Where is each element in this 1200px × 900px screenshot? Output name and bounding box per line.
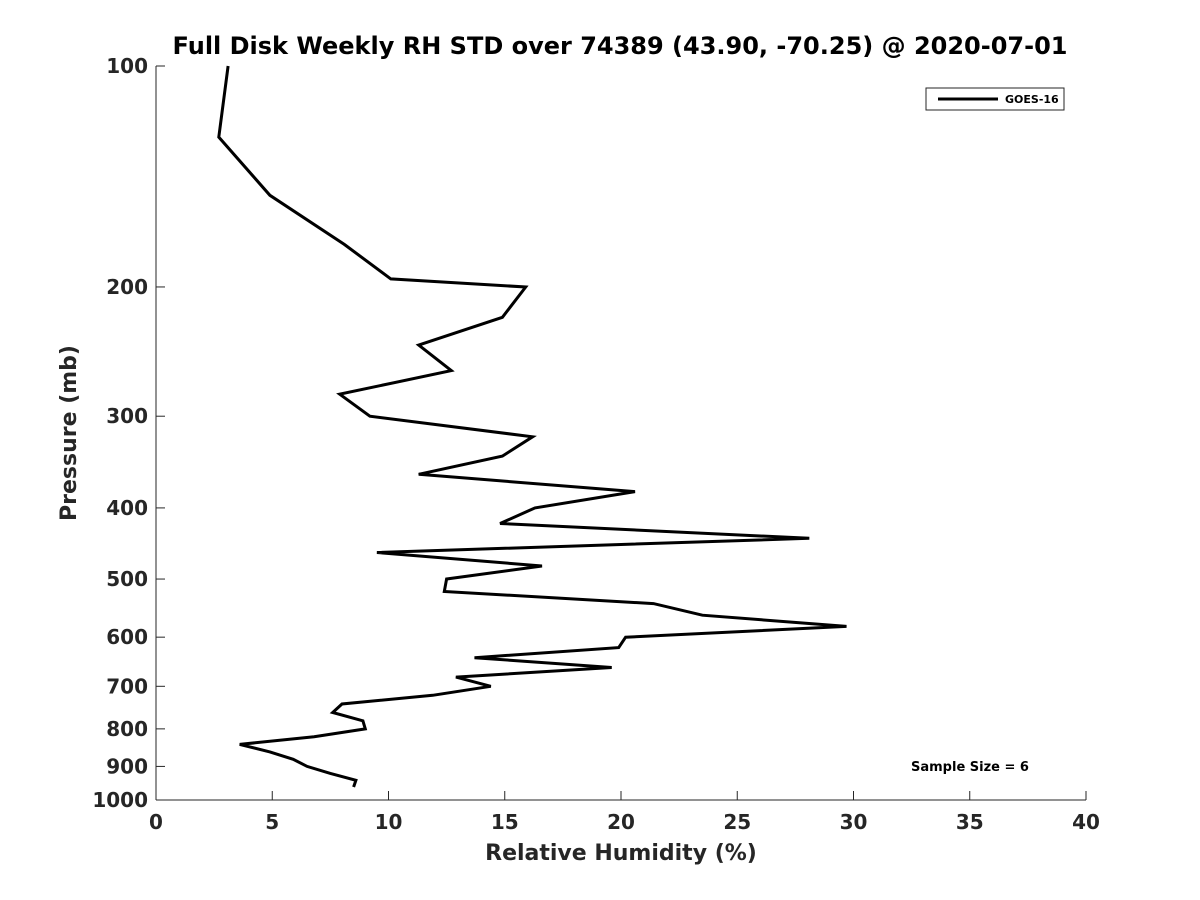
chart-title: Full Disk Weekly RH STD over 74389 (43.9… <box>173 32 1068 60</box>
y-tick-label: 100 <box>106 54 148 78</box>
x-tick-label: 5 <box>265 810 279 834</box>
x-tick-label: 25 <box>723 810 751 834</box>
y-tick-label: 800 <box>106 717 148 741</box>
axis-ticks: 0 5 10 15 20 25 30 35 40 100 200 300 400 500 600 700 800… <box>92 54 1100 834</box>
x-tick-label: 0 <box>149 810 163 834</box>
series-layer <box>217 65 847 788</box>
y-tick-label: 500 <box>106 567 148 591</box>
x-tick-label: 40 <box>1072 810 1100 834</box>
y-tick-label: 900 <box>106 754 148 778</box>
x-axis-label: Relative Humidity (%) <box>485 841 757 866</box>
y-tick-label: 400 <box>106 496 148 520</box>
y-tick-label: 300 <box>106 404 148 428</box>
y-tick-label: 1000 <box>92 788 148 812</box>
plot-area: 0 5 10 15 20 25 30 35 40 100 200 300 400 500 600 700 800… <box>92 54 1100 834</box>
y-tick-label: 600 <box>106 625 148 649</box>
x-tick-label: 35 <box>956 810 984 834</box>
series-line-goes-16 <box>217 65 847 788</box>
x-tick-label: 10 <box>375 810 403 834</box>
x-tick-label: 30 <box>840 810 868 834</box>
y-axis-label: Pressure (mb) <box>57 345 82 521</box>
y-tick-label: 700 <box>106 674 148 698</box>
y-tick-label: 200 <box>106 275 148 299</box>
sample-size-annotation: Sample Size = 6 <box>911 760 1029 775</box>
legend: GOES-16 <box>925 87 1065 111</box>
x-tick-label: 15 <box>491 810 519 834</box>
x-tick-label: 20 <box>607 810 635 834</box>
legend-label: GOES-16 <box>1005 93 1059 106</box>
